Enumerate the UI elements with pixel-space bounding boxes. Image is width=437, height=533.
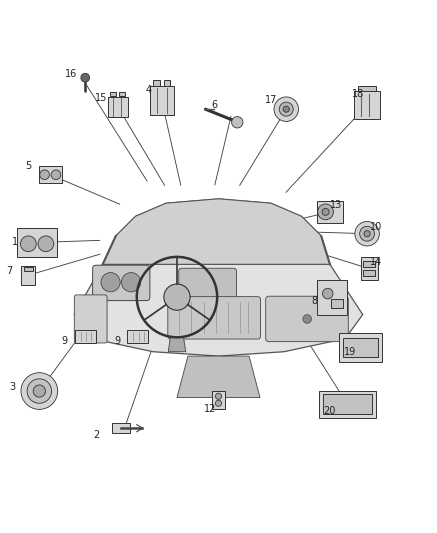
FancyBboxPatch shape — [110, 92, 116, 96]
Text: 4: 4 — [146, 85, 152, 94]
Circle shape — [38, 236, 54, 252]
FancyBboxPatch shape — [153, 80, 160, 86]
Text: 13: 13 — [330, 200, 343, 211]
FancyBboxPatch shape — [24, 266, 33, 271]
Text: 20: 20 — [324, 406, 336, 416]
Circle shape — [303, 314, 312, 324]
Polygon shape — [168, 337, 186, 352]
Circle shape — [33, 385, 45, 397]
Text: 3: 3 — [9, 382, 15, 392]
Circle shape — [81, 74, 90, 82]
Polygon shape — [177, 356, 260, 398]
Circle shape — [215, 400, 222, 406]
Circle shape — [51, 170, 61, 180]
FancyBboxPatch shape — [317, 280, 347, 314]
FancyBboxPatch shape — [339, 333, 382, 361]
Circle shape — [121, 272, 141, 292]
Text: 18: 18 — [352, 89, 364, 99]
FancyBboxPatch shape — [323, 394, 372, 414]
Text: 14: 14 — [370, 257, 382, 267]
Text: 7: 7 — [7, 266, 13, 276]
Circle shape — [21, 236, 36, 252]
Text: 16: 16 — [65, 69, 77, 79]
Circle shape — [21, 373, 58, 409]
Circle shape — [279, 102, 293, 116]
Text: 9: 9 — [62, 336, 68, 346]
Text: 1: 1 — [12, 238, 18, 247]
FancyBboxPatch shape — [363, 261, 375, 268]
FancyBboxPatch shape — [363, 270, 375, 276]
FancyBboxPatch shape — [319, 391, 376, 418]
Polygon shape — [103, 199, 330, 264]
Circle shape — [164, 284, 190, 310]
FancyBboxPatch shape — [108, 96, 128, 117]
Circle shape — [274, 97, 298, 122]
Text: 6: 6 — [211, 100, 217, 110]
Text: 17: 17 — [265, 95, 277, 106]
Circle shape — [322, 208, 329, 215]
Text: 8: 8 — [312, 296, 318, 306]
FancyBboxPatch shape — [212, 391, 225, 409]
FancyBboxPatch shape — [361, 257, 378, 280]
FancyBboxPatch shape — [112, 423, 130, 433]
FancyBboxPatch shape — [17, 228, 57, 257]
FancyBboxPatch shape — [358, 86, 376, 91]
FancyBboxPatch shape — [343, 337, 378, 357]
Polygon shape — [74, 264, 363, 356]
Text: 5: 5 — [25, 161, 31, 171]
Text: 10: 10 — [370, 222, 382, 232]
Circle shape — [360, 227, 375, 241]
FancyBboxPatch shape — [149, 86, 173, 115]
FancyBboxPatch shape — [317, 201, 343, 223]
FancyBboxPatch shape — [163, 80, 170, 86]
Circle shape — [27, 379, 52, 403]
Circle shape — [283, 106, 289, 112]
Text: 15: 15 — [95, 93, 108, 103]
Circle shape — [364, 231, 370, 237]
FancyBboxPatch shape — [266, 296, 348, 342]
Circle shape — [323, 288, 333, 299]
FancyBboxPatch shape — [354, 91, 380, 119]
FancyBboxPatch shape — [75, 330, 96, 343]
Text: 19: 19 — [343, 346, 356, 357]
FancyBboxPatch shape — [168, 297, 260, 339]
Circle shape — [40, 170, 49, 180]
FancyBboxPatch shape — [331, 299, 343, 309]
Text: 12: 12 — [204, 403, 216, 414]
FancyBboxPatch shape — [179, 268, 236, 300]
FancyBboxPatch shape — [21, 265, 35, 285]
Polygon shape — [103, 199, 330, 264]
Circle shape — [355, 222, 379, 246]
Circle shape — [318, 204, 333, 220]
Circle shape — [232, 117, 243, 128]
FancyBboxPatch shape — [74, 295, 107, 343]
FancyBboxPatch shape — [39, 166, 62, 183]
FancyBboxPatch shape — [127, 330, 148, 343]
FancyBboxPatch shape — [93, 265, 150, 301]
FancyBboxPatch shape — [119, 92, 125, 96]
Text: 2: 2 — [93, 430, 99, 440]
Circle shape — [101, 272, 120, 292]
Text: 9: 9 — [114, 336, 120, 346]
Circle shape — [215, 393, 222, 399]
